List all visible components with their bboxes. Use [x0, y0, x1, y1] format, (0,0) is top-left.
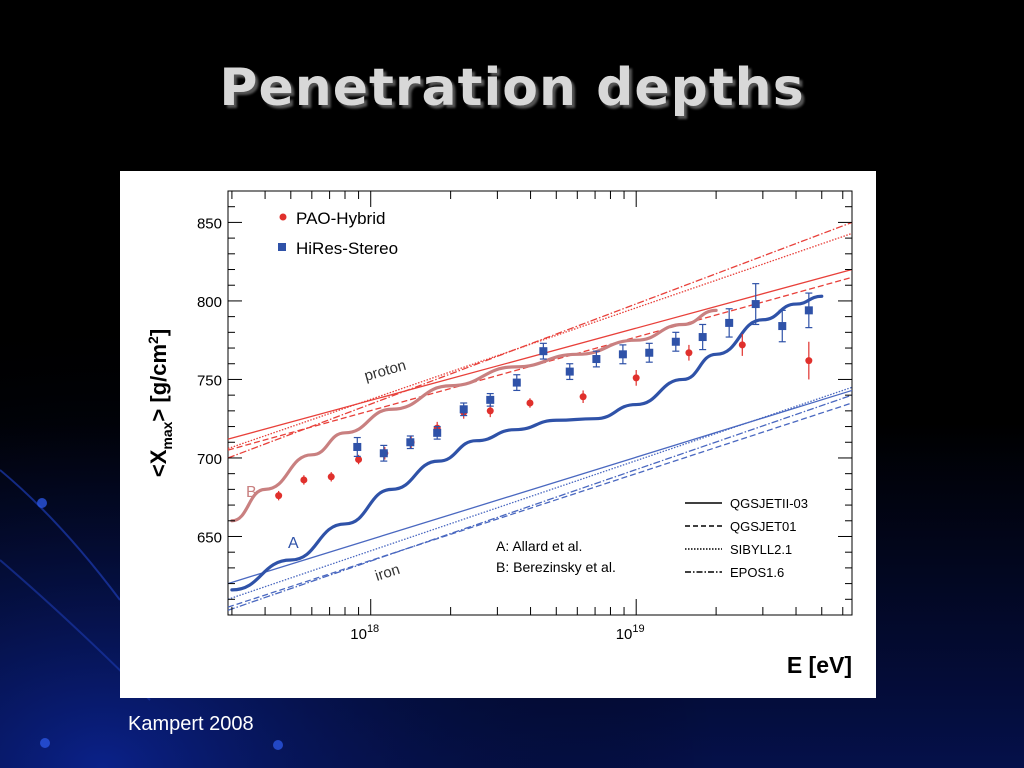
model-legend: QGSJETII-03 QGSJET01 SIBYLL2.1 EPOS1.6: [685, 496, 808, 580]
axes: 650 700 750 800 850 1018 1019: [197, 190, 852, 643]
legend-label-pao: PAO-Hybrid: [296, 209, 385, 228]
iron-line-dash-dot: [227, 394, 853, 611]
hires-point: [565, 367, 574, 376]
hires-point: [592, 355, 601, 364]
hires-point: [379, 449, 388, 458]
y-tick-label: 700: [197, 451, 222, 468]
xmax-chart: 650 700 750 800 850 1018 1019 <Xmax> [g/cm2] E…: [145, 190, 853, 678]
reference-lines: [227, 221, 853, 611]
curve-label-a: A: [288, 535, 299, 552]
hires-point: [353, 442, 362, 451]
x-tick-label: 1019: [616, 623, 645, 643]
x-tick-label: 1018: [350, 623, 379, 643]
iron-label: iron: [373, 561, 402, 585]
pao-point: [300, 476, 308, 484]
model-curve-b: [230, 308, 718, 523]
y-tick-label: 800: [197, 294, 222, 311]
hires-point: [751, 300, 760, 309]
pao-point: [685, 349, 693, 357]
legend-label-qgsjet01: QGSJET01: [730, 519, 796, 534]
hires-point: [778, 322, 787, 331]
y-tick-label: 750: [197, 372, 222, 389]
hires-point: [406, 438, 415, 447]
curve-label-b: B: [246, 484, 257, 501]
hires-point: [618, 350, 627, 359]
pao-point: [275, 492, 283, 500]
proton-line-dash-dot: [227, 221, 853, 459]
slide-title: Penetration depths: [219, 58, 805, 118]
hires-point: [433, 428, 442, 437]
hires-point: [804, 306, 813, 315]
decor-dot: [37, 498, 47, 508]
hires-point: [459, 405, 468, 414]
pao-point: [355, 456, 363, 464]
legend-label-qgsjetii: QGSJETII-03: [730, 496, 808, 511]
x-tick-exponent: 19: [632, 623, 644, 635]
pao-point: [738, 341, 746, 349]
pao-point: [632, 374, 640, 382]
hires-point: [725, 318, 734, 327]
y-tick-label: 850: [197, 215, 222, 232]
y-axis-label: <Xmax> [g/cm2]: [145, 329, 175, 477]
proton-line-dotted: [227, 232, 853, 450]
model-curves: [230, 294, 824, 592]
data-points: [275, 283, 813, 501]
slide-credit: Kampert 2008: [128, 713, 254, 735]
hires-point: [512, 378, 521, 387]
x-tick-exponent: 18: [367, 623, 379, 635]
chart-panel: 650 700 750 800 850 1018 1019 <Xmax> [g/cm2] E…: [120, 171, 876, 698]
decor-dot: [273, 740, 283, 750]
hires-point: [645, 348, 654, 357]
y-tick-label: 650: [197, 529, 222, 546]
hires-point: [671, 337, 680, 346]
iron-line-dashed: [227, 402, 853, 608]
legend-label-epos: EPOS1.6: [730, 565, 784, 580]
pao-point: [805, 357, 813, 365]
pao-point: [526, 399, 534, 407]
hires-point: [486, 395, 495, 404]
model-b-attribution: B: Berezinsky et al.: [496, 559, 616, 575]
hires-point: [539, 347, 548, 356]
pao-point: [486, 407, 494, 415]
marker-legend: PAO-Hybrid HiRes-Stereo: [278, 209, 398, 258]
iron-line-dotted: [227, 386, 853, 600]
legend-marker-hires: [278, 243, 286, 251]
pao-point: [579, 393, 587, 401]
x-axis-label: E [eV]: [787, 652, 852, 678]
pao-point: [327, 473, 335, 481]
model-a-attribution: A: Allard et al.: [496, 538, 582, 554]
model-curve-a: [230, 294, 824, 592]
hires-point: [698, 333, 707, 342]
legend-marker-pao: [279, 213, 287, 221]
decor-dot: [40, 738, 50, 748]
legend-label-sibyll: SIBYLL2.1: [730, 542, 792, 557]
legend-label-hires: HiRes-Stereo: [296, 239, 398, 258]
